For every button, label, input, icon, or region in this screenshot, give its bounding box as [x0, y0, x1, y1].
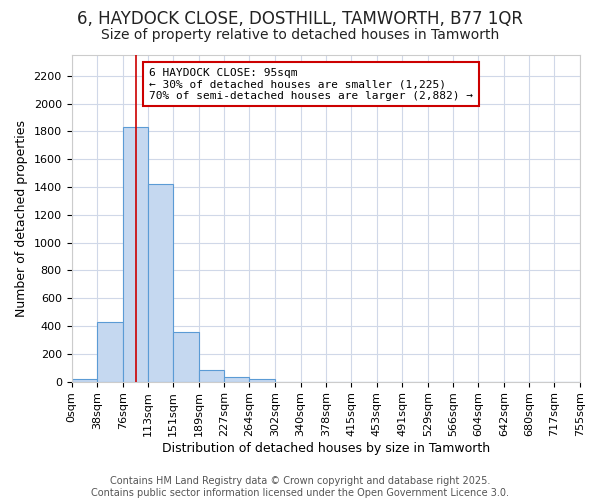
Text: Contains HM Land Registry data © Crown copyright and database right 2025.
Contai: Contains HM Land Registry data © Crown c… — [91, 476, 509, 498]
Text: Size of property relative to detached houses in Tamworth: Size of property relative to detached ho… — [101, 28, 499, 42]
Bar — [148, 184, 173, 382]
Bar — [97, 322, 123, 382]
X-axis label: Distribution of detached houses by size in Tamworth: Distribution of detached houses by size … — [162, 442, 490, 455]
Text: 6, HAYDOCK CLOSE, DOSTHILL, TAMWORTH, B77 1QR: 6, HAYDOCK CLOSE, DOSTHILL, TAMWORTH, B7… — [77, 10, 523, 28]
Bar — [199, 370, 224, 382]
Text: 6 HAYDOCK CLOSE: 95sqm
← 30% of detached houses are smaller (1,225)
70% of semi-: 6 HAYDOCK CLOSE: 95sqm ← 30% of detached… — [149, 68, 473, 100]
Bar — [224, 378, 250, 382]
Bar — [123, 128, 148, 382]
Bar — [250, 379, 275, 382]
Y-axis label: Number of detached properties: Number of detached properties — [15, 120, 28, 317]
Bar — [71, 379, 97, 382]
Bar — [173, 332, 199, 382]
